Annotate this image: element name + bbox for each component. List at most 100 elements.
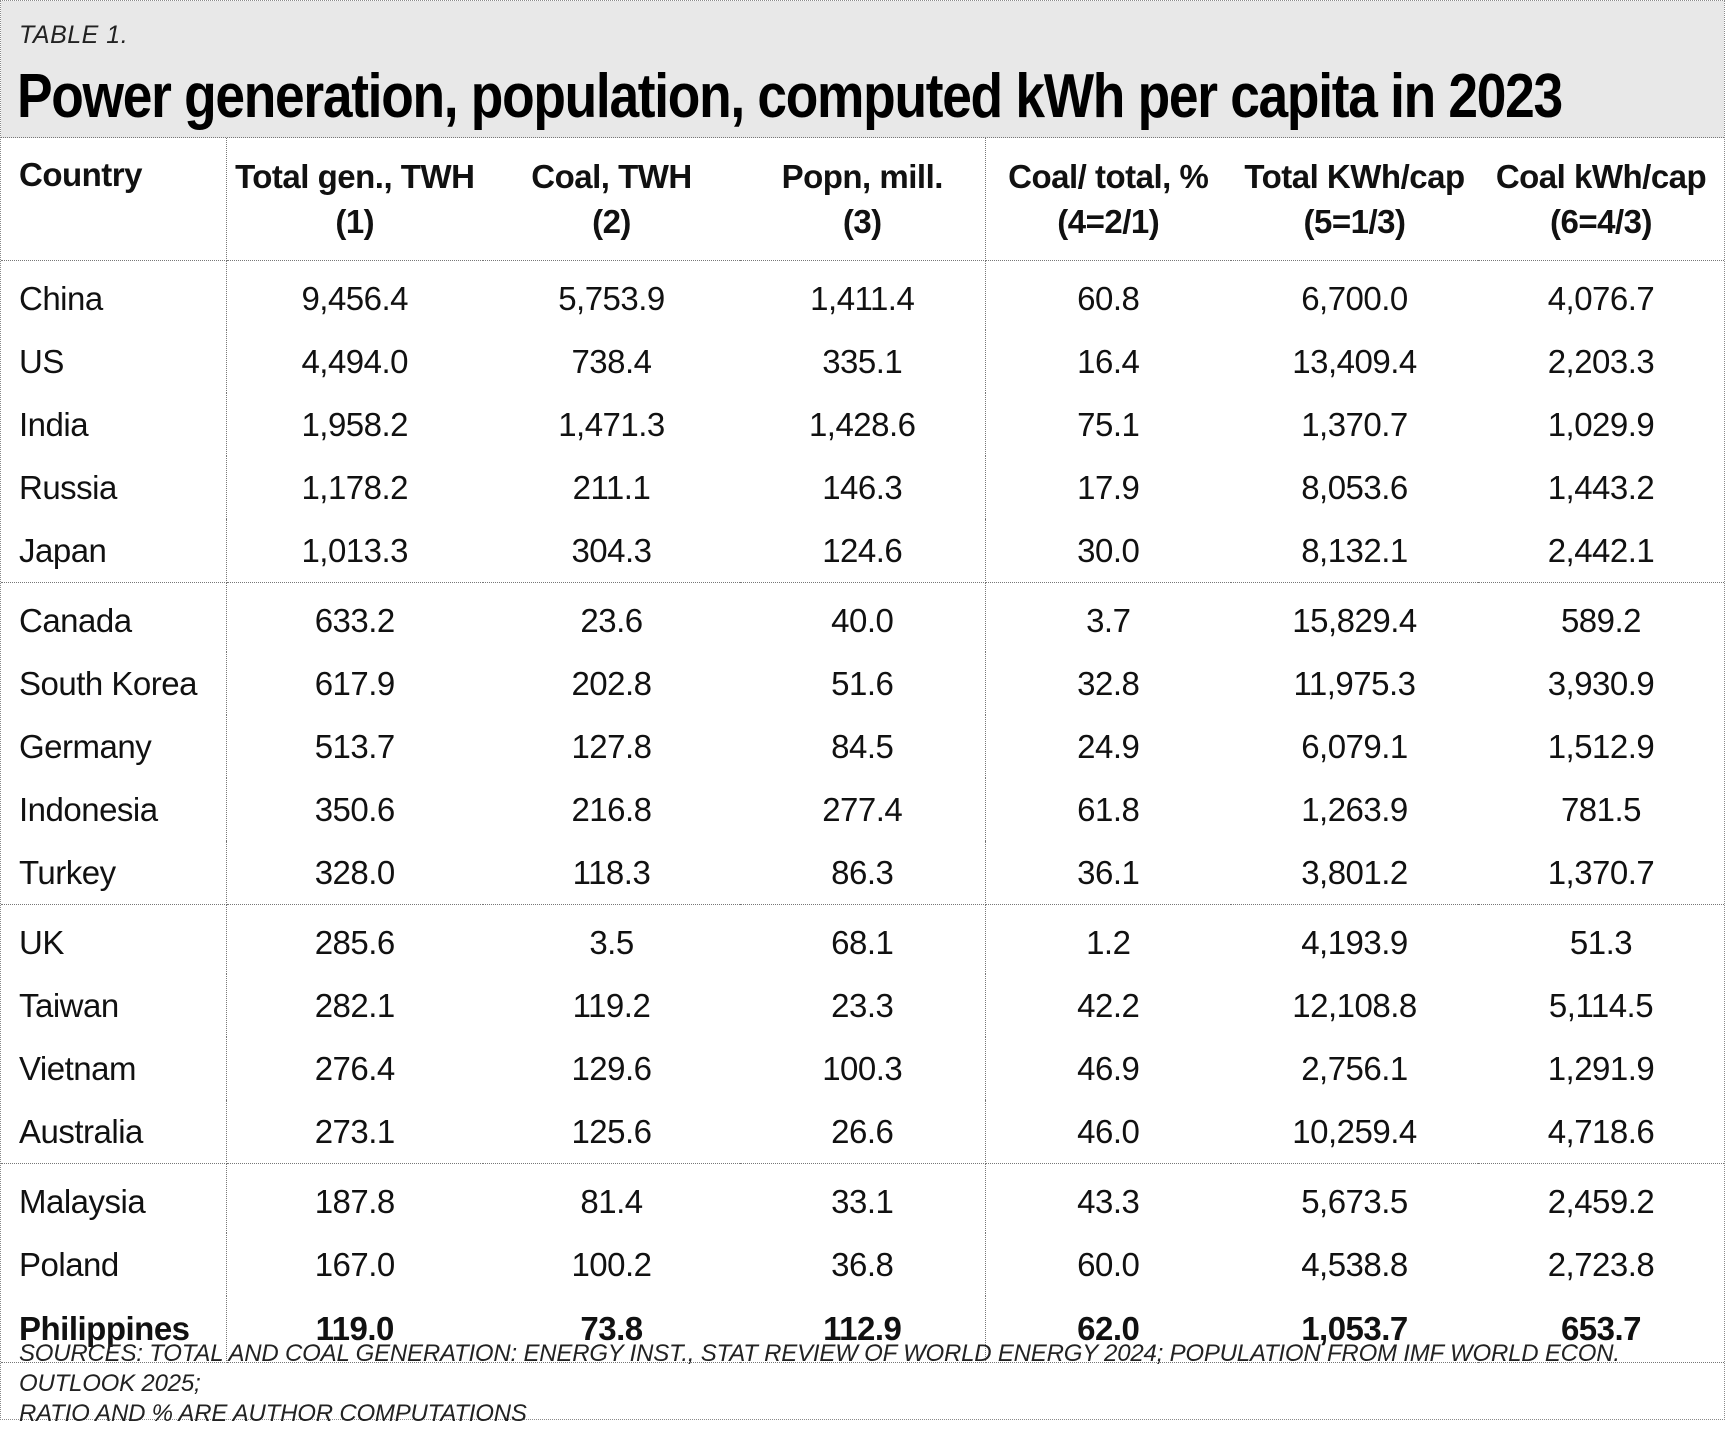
cell-coal-share: 60.8 bbox=[1077, 279, 1140, 317]
cell-population: 124.6 bbox=[740, 519, 986, 583]
cell-coal: 81.4 bbox=[580, 1182, 643, 1220]
table-row: Poland 167.0 100.2 36.8 60.0 4,538.8 2,723.8 bbox=[1, 1233, 1724, 1296]
cell-population: 23.3 bbox=[740, 974, 986, 1037]
cell-total-gen: 285.6 bbox=[314, 923, 396, 961]
col-header-coal-kwh-cap: Coal kWh/cap (6=4/3) bbox=[1478, 138, 1724, 261]
cell-coal: 129.6 bbox=[571, 1049, 652, 1087]
cell-population: 26.6 bbox=[740, 1100, 986, 1164]
cell-population: 100.3 bbox=[740, 1037, 986, 1100]
cell-coal-share: 3.7 bbox=[1086, 601, 1131, 639]
cell-total-gen: 4,494.0 bbox=[301, 342, 409, 380]
cell-coal-share: 46.0 bbox=[985, 1100, 1231, 1164]
cell-coal-kwh-cap: 589.2 bbox=[1560, 601, 1642, 639]
cell-total-kwh-cap: 1,053.7 bbox=[1231, 1296, 1478, 1363]
cell-coal-kwh-cap: 2,203.3 bbox=[1547, 342, 1655, 380]
table-header-band: TABLE 1. Power generation, population, c… bbox=[1, 1, 1724, 138]
cell-country: US bbox=[1, 330, 227, 393]
cell-country: Russia bbox=[1, 456, 227, 519]
table-row: South Korea 617.9 202.8 51.6 32.8 11,975.3 3,9… bbox=[1, 652, 1724, 715]
cell-country: Indonesia bbox=[1, 778, 227, 841]
table-row: Indonesia 350.6 216.8 277.4 61.8 1,263.9 781.5 bbox=[1, 778, 1724, 841]
cell-total-kwh-cap: 6,079.1 bbox=[1301, 727, 1408, 765]
cell-country: Turkey bbox=[1, 841, 227, 905]
cell-country: Poland bbox=[1, 1233, 227, 1296]
cell-population: 33.1 bbox=[740, 1163, 986, 1233]
table-row: China 9,456.4 5,753.9 1,411.4 60.8 6,700.0 4,0… bbox=[1, 260, 1724, 330]
cell-total-kwh-cap: 10,259.4 bbox=[1231, 1100, 1478, 1164]
cell-coal-kwh-cap: 5,114.5 bbox=[1548, 986, 1654, 1024]
sources-note: SOURCES: TOTAL AND COAL GENERATION: ENER… bbox=[19, 1339, 1709, 1429]
cell-coal-share: 75.1 bbox=[1077, 405, 1140, 443]
cell-total-gen: 119.0 bbox=[226, 1296, 483, 1363]
cell-coal: 211.1 bbox=[572, 468, 651, 506]
cell-coal: 100.2 bbox=[571, 1245, 652, 1283]
cell-coal-share: 17.9 bbox=[1077, 468, 1140, 506]
table-row: Australia 273.1 125.6 26.6 46.0 10,259.4 4,718… bbox=[1, 1100, 1724, 1164]
cell-country: South Korea bbox=[1, 652, 227, 715]
cell-country: Canada bbox=[1, 582, 227, 652]
cell-coal-kwh-cap: 4,718.6 bbox=[1478, 1100, 1724, 1164]
cell-total-gen: 350.6 bbox=[314, 790, 396, 828]
cell-country: UK bbox=[1, 904, 227, 974]
cell-total-gen: 167.0 bbox=[314, 1245, 396, 1283]
cell-coal-share: 42.2 bbox=[1077, 986, 1140, 1024]
cell-coal: 73.8 bbox=[483, 1296, 740, 1363]
sources-line-1: SOURCES: TOTAL AND COAL GENERATION: ENER… bbox=[19, 1340, 1620, 1397]
cell-population: 86.3 bbox=[740, 841, 986, 905]
col-header-coal: Coal, TWH (2) bbox=[483, 138, 740, 261]
cell-coal-kwh-cap: 781.5 bbox=[1560, 790, 1642, 828]
cell-coal-kwh-cap: 1,370.7 bbox=[1478, 841, 1724, 905]
cell-country: India bbox=[1, 393, 227, 456]
table-row: Russia 1,178.2 211.1 146.3 17.9 8,053.6 1,443.… bbox=[1, 456, 1724, 519]
col-header-population: Popn, mill. (3) bbox=[740, 138, 986, 261]
cell-country: Malaysia bbox=[1, 1163, 227, 1233]
data-table: Country Total gen., TWH (1) Coal, TWH (2) … bbox=[1, 138, 1724, 1363]
cell-coal: 3.5 bbox=[589, 923, 634, 961]
cell-country: Taiwan bbox=[1, 974, 227, 1037]
table-row: UK 285.6 3.5 68.1 1.2 4,193.9 51.3 bbox=[1, 904, 1724, 974]
table-row: US 4,494.0 738.4 335.1 16.4 13,409.4 2,203.3 bbox=[1, 330, 1724, 393]
cell-coal: 1,471.3 bbox=[558, 405, 665, 443]
cell-total-gen: 282.1 bbox=[314, 986, 396, 1024]
cell-total-kwh-cap: 4,193.9 bbox=[1301, 923, 1408, 961]
cell-total-gen: 276.4 bbox=[314, 1049, 396, 1087]
cell-coal-share: 46.9 bbox=[1077, 1049, 1140, 1087]
cell-population: 51.6 bbox=[740, 652, 986, 715]
cell-population: 1,411.4 bbox=[740, 260, 986, 330]
cell-total-kwh-cap: 6,700.0 bbox=[1301, 279, 1408, 317]
col-header-total-gen: Total gen., TWH (1) bbox=[226, 138, 483, 261]
table-row: Canada 633.2 23.6 40.0 3.7 15,829.4 589.2 bbox=[1, 582, 1724, 652]
cell-total-kwh-cap: 1,370.7 bbox=[1301, 405, 1408, 443]
cell-population: 335.1 bbox=[740, 330, 986, 393]
cell-coal-share: 1.2 bbox=[1086, 923, 1131, 961]
cell-total-kwh-cap: 3,801.2 bbox=[1231, 841, 1478, 905]
table-row: Vietnam 276.4 129.6 100.3 46.9 2,756.1 1,291.9 bbox=[1, 1037, 1724, 1100]
cell-total-gen: 633.2 bbox=[314, 601, 396, 639]
table-row: Taiwan 282.1 119.2 23.3 42.2 12,108.8 5,114.5 bbox=[1, 974, 1724, 1037]
cell-coal-share: 61.8 bbox=[1077, 790, 1140, 828]
table-row: Germany 513.7 127.8 84.5 24.9 6,079.1 1,512.9 bbox=[1, 715, 1724, 778]
cell-coal: 23.6 bbox=[580, 601, 643, 639]
cell-total-kwh-cap: 11,975.3 bbox=[1293, 664, 1416, 702]
cell-coal: 216.8 bbox=[571, 790, 652, 828]
cell-coal-kwh-cap: 2,459.2 bbox=[1547, 1182, 1655, 1220]
cell-total-kwh-cap: 8,132.1 bbox=[1231, 519, 1478, 583]
col-header-country: Country bbox=[1, 138, 227, 261]
cell-total-gen: 1,958.2 bbox=[301, 405, 409, 443]
cell-coal: 127.8 bbox=[571, 727, 652, 765]
table-row: Japan 1,013.3 304.3 124.6 30.0 8,132.1 2,442.1 bbox=[1, 519, 1724, 583]
cell-coal-kwh-cap: 653.7 bbox=[1478, 1296, 1724, 1363]
cell-total-kwh-cap: 8,053.6 bbox=[1301, 468, 1408, 506]
cell-coal-kwh-cap: 2,442.1 bbox=[1478, 519, 1724, 583]
cell-coal-kwh-cap: 1,291.9 bbox=[1547, 1049, 1655, 1087]
cell-coal: 5,753.9 bbox=[558, 279, 665, 317]
cell-coal: 118.3 bbox=[483, 841, 740, 905]
cell-country: Australia bbox=[1, 1100, 227, 1164]
cell-total-kwh-cap: 1,263.9 bbox=[1301, 790, 1408, 828]
cell-total-gen: 617.9 bbox=[314, 664, 396, 702]
header-row: Country Total gen., TWH (1) Coal, TWH (2) … bbox=[1, 138, 1724, 261]
cell-total-gen: 9,456.4 bbox=[301, 279, 409, 317]
cell-total-kwh-cap: 4,538.8 bbox=[1301, 1245, 1408, 1283]
cell-coal-share: 32.8 bbox=[1077, 664, 1140, 702]
